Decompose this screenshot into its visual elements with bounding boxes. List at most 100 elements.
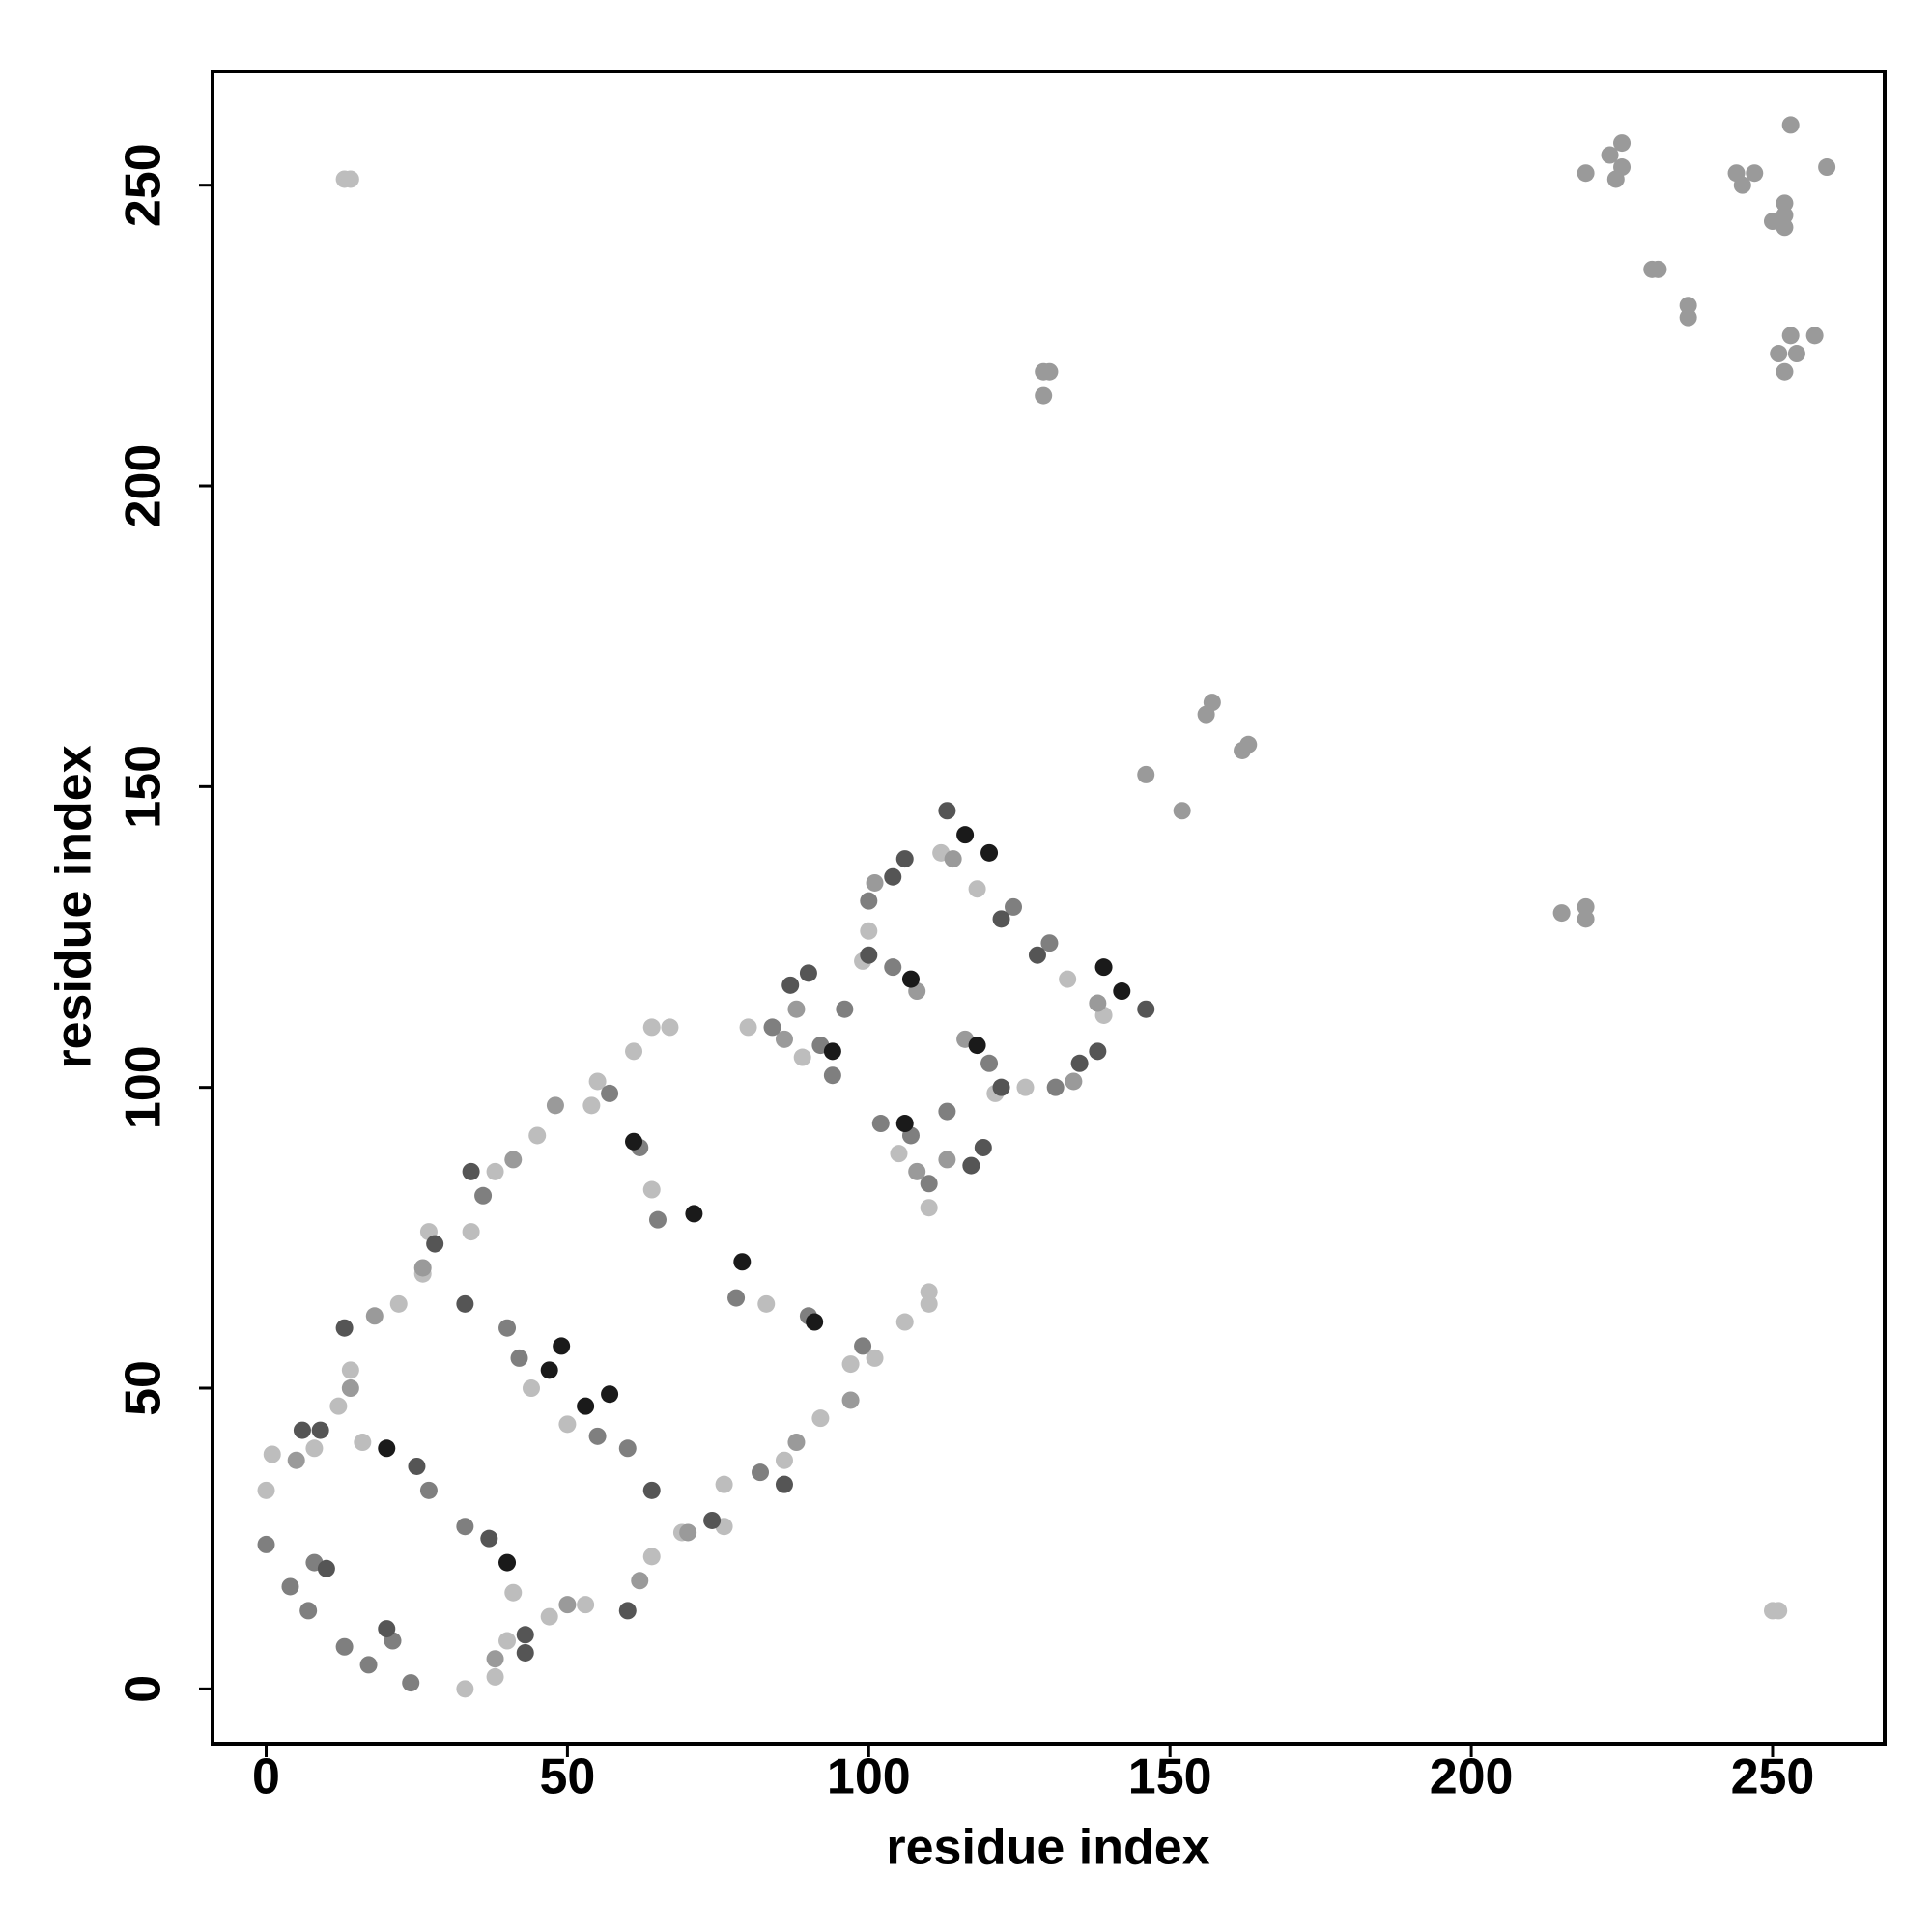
point [546, 1096, 564, 1115]
point [504, 1151, 523, 1169]
point [1776, 218, 1794, 237]
point [992, 1078, 1010, 1096]
point [1239, 735, 1258, 753]
point [577, 1596, 595, 1614]
point [661, 1018, 679, 1037]
point [413, 1259, 432, 1277]
point [1577, 897, 1595, 916]
point [757, 1294, 776, 1313]
point [498, 1632, 517, 1650]
point [1089, 1042, 1107, 1061]
point [841, 1355, 860, 1374]
point [299, 1602, 318, 1620]
point [1040, 362, 1059, 381]
point [1679, 308, 1697, 327]
point [1137, 765, 1155, 783]
point [335, 1637, 354, 1656]
point [938, 1102, 956, 1121]
point [257, 1481, 275, 1499]
point [739, 1018, 757, 1037]
point [733, 1253, 752, 1271]
point [703, 1511, 722, 1529]
point [257, 1535, 275, 1553]
point [558, 1596, 577, 1614]
point [601, 1084, 619, 1102]
point [365, 1307, 384, 1325]
point [968, 1037, 986, 1055]
point [823, 1042, 841, 1061]
point [601, 1385, 619, 1404]
point [341, 170, 359, 188]
point [956, 826, 975, 844]
point [752, 1463, 770, 1482]
x-tick-label: 250 [1731, 1749, 1815, 1805]
point [793, 1048, 811, 1066]
point [1770, 345, 1788, 363]
y-tick-label: 50 [116, 1360, 172, 1416]
point [920, 1175, 938, 1193]
point [553, 1337, 571, 1355]
point [1613, 158, 1632, 177]
point [1649, 260, 1667, 278]
point [456, 1294, 474, 1313]
x-tick-label: 0 [252, 1749, 280, 1805]
point [854, 1337, 872, 1355]
point [618, 1602, 637, 1620]
point [486, 1162, 504, 1180]
point [631, 1572, 649, 1590]
point [1818, 158, 1836, 177]
point [890, 1145, 908, 1163]
point [1781, 116, 1800, 134]
point [341, 1361, 359, 1379]
point [588, 1427, 607, 1445]
point [841, 1391, 860, 1409]
point [962, 1156, 980, 1175]
point [823, 1066, 841, 1085]
point [625, 1042, 643, 1061]
point [456, 1680, 474, 1698]
point [317, 1559, 335, 1577]
point [462, 1223, 480, 1241]
point [860, 892, 878, 910]
point [1601, 146, 1619, 164]
y-tick-label: 100 [116, 1045, 172, 1129]
y-tick-label: 150 [116, 745, 172, 829]
point [1805, 327, 1824, 345]
point [618, 1439, 637, 1458]
x-tick-label: 100 [827, 1749, 911, 1805]
point [474, 1186, 493, 1205]
point [715, 1475, 733, 1493]
point [293, 1421, 311, 1439]
y-axis-title: residue index [46, 745, 102, 1068]
point [938, 1151, 956, 1169]
point [1065, 1072, 1083, 1091]
point [558, 1415, 577, 1434]
point [1787, 345, 1805, 363]
point [974, 1138, 992, 1156]
point [263, 1445, 281, 1463]
point [625, 1132, 643, 1151]
plot-frame [211, 70, 1887, 1746]
point [341, 1379, 359, 1398]
point [938, 802, 956, 820]
point [727, 1289, 746, 1307]
point [895, 1115, 914, 1133]
x-axis-title: residue index [886, 1820, 1209, 1876]
point [462, 1162, 480, 1180]
point [1577, 164, 1595, 183]
point [504, 1583, 523, 1602]
point [901, 970, 920, 988]
point [685, 1205, 703, 1223]
point [920, 1199, 938, 1217]
point [944, 850, 962, 868]
point [679, 1523, 697, 1542]
point [648, 1210, 667, 1229]
point [588, 1072, 607, 1091]
point [1016, 1078, 1035, 1096]
x-tick-label: 200 [1430, 1749, 1514, 1805]
point [811, 1409, 830, 1428]
point [378, 1439, 396, 1458]
point [1046, 1078, 1065, 1096]
point [1577, 910, 1595, 928]
